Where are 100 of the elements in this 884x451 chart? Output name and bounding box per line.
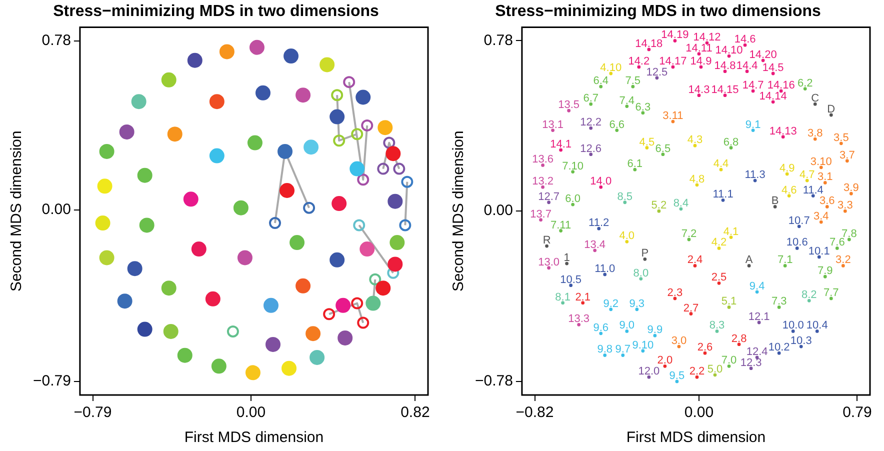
annotation: 13.5 xyxy=(558,99,580,112)
x-tick-label: 0.82 xyxy=(400,404,430,422)
annotation: 11.1 xyxy=(712,188,734,201)
annotation: 2.8 xyxy=(731,332,747,345)
annotation: 6.4 xyxy=(593,75,609,88)
annotation: 6.6 xyxy=(609,118,625,131)
annotation: 12.5 xyxy=(646,66,668,78)
y-tick-label: 0.78 xyxy=(484,32,513,49)
annotation: 10.2 xyxy=(768,342,790,354)
annotation: 11.2 xyxy=(588,217,610,230)
annotation: 14.8 xyxy=(714,60,736,72)
x-tick-label: −0.79 xyxy=(74,404,112,422)
annotation: 2.6 xyxy=(697,342,713,354)
annotation: 10.5 xyxy=(560,274,582,286)
annotation: 4.9 xyxy=(779,162,795,174)
annotation: 9.8 xyxy=(597,344,613,356)
annotation: 14.10 xyxy=(715,44,743,57)
annotation: 3.9 xyxy=(844,182,859,194)
annotation: 7.4 xyxy=(619,94,635,107)
annotation: 12.2 xyxy=(580,116,602,129)
annotation: 5.1 xyxy=(721,296,737,308)
annotation: 2.5 xyxy=(711,272,727,284)
annotation: 14.7 xyxy=(742,79,764,92)
annotation: 3.11 xyxy=(662,110,684,122)
annotation: 7.3 xyxy=(771,296,787,308)
annotation: 13.2 xyxy=(532,176,554,188)
annotation: 11.4 xyxy=(802,184,824,196)
annotation: 10.4 xyxy=(806,320,828,332)
annotation: 9.4 xyxy=(749,280,765,292)
x-tick-label: 0.79 xyxy=(842,404,872,422)
annotation: 9.7 xyxy=(615,344,631,356)
annotation: 4.5 xyxy=(639,136,655,148)
annotation: 6.8 xyxy=(723,136,739,148)
annotation: 10.1 xyxy=(808,245,830,258)
annotation: 4.3 xyxy=(687,134,703,146)
annotation: 6.7 xyxy=(583,92,598,105)
annotation: 14.19 xyxy=(661,29,689,42)
annotation: 3.1 xyxy=(817,171,833,184)
annotation: 7.1 xyxy=(777,254,793,266)
annotation: 3.6 xyxy=(819,195,835,208)
annotation: 3.0 xyxy=(671,335,687,348)
annotation: 14.4 xyxy=(736,60,758,72)
annotation: 9.0 xyxy=(619,320,635,332)
annotation: 13.6 xyxy=(532,154,554,166)
annotation: 3.8 xyxy=(807,128,823,140)
annotation: 3.2 xyxy=(836,254,851,266)
annotation: 13.1 xyxy=(542,118,564,131)
annotation: 3.5 xyxy=(834,132,849,144)
annotation: 11.0 xyxy=(594,262,616,275)
annotation: 9.6 xyxy=(593,322,609,334)
annotation: 7.10 xyxy=(562,160,584,172)
annotation: 13.4 xyxy=(584,238,606,251)
y-tick-label: 0.00 xyxy=(484,202,513,220)
annotation: 14.13 xyxy=(769,125,797,138)
annotation: 10.0 xyxy=(782,320,804,332)
annotation: 10.6 xyxy=(786,236,808,249)
y-tick-label: −0.78 xyxy=(474,372,513,390)
annotation: 8.1 xyxy=(555,291,570,304)
annotation: 14.18 xyxy=(635,38,663,50)
annotation: 4.10 xyxy=(600,62,622,74)
annotation: 14.1 xyxy=(550,138,572,150)
annotation: 12.7 xyxy=(538,190,560,203)
annotation: B xyxy=(771,195,779,208)
annotation: 14.15 xyxy=(711,84,739,96)
annotation: 2.4 xyxy=(687,254,703,266)
annotation: 4.7 xyxy=(799,169,815,182)
annotation: 8.5 xyxy=(617,190,633,203)
annotation: 14.17 xyxy=(659,55,687,68)
annotation: 7.2 xyxy=(681,228,697,240)
annotation: 14.5 xyxy=(762,62,784,74)
y-axis-title: Second MDS dimension xyxy=(450,130,468,292)
annotation: 8.0 xyxy=(633,267,649,280)
annotation: 1 xyxy=(564,252,570,264)
y-tick-label: 0.00 xyxy=(42,201,71,218)
annotation: 7.7 xyxy=(824,286,839,299)
annotation: 14.11 xyxy=(686,42,712,54)
annotation: 13.0 xyxy=(538,256,560,268)
annotation: 2.0 xyxy=(657,354,673,367)
annotation: 14.20 xyxy=(749,48,777,61)
annotation: 14.9 xyxy=(690,55,712,68)
annotation: D xyxy=(827,104,836,116)
y-tick-label: −0.79 xyxy=(32,372,71,390)
annotation: 5.2 xyxy=(651,200,667,212)
annotation: 9.1 xyxy=(745,118,761,131)
annotation: A xyxy=(745,254,754,266)
y-tick-label: 0.78 xyxy=(42,32,71,50)
annotation: 10.3 xyxy=(790,335,812,348)
annotation: 2.7 xyxy=(683,302,699,314)
annotation: 3.7 xyxy=(840,149,855,162)
annotation: 14.6 xyxy=(734,34,756,46)
annotation: 8.2 xyxy=(801,289,817,302)
annotation: 13.3 xyxy=(568,313,590,326)
annotation: 3.10 xyxy=(810,156,832,168)
annotation: 3.4 xyxy=(813,210,829,223)
annotation: 12.3 xyxy=(740,356,762,369)
annotation: 3.3 xyxy=(838,200,853,212)
annotation: 12.6 xyxy=(580,142,602,155)
annotation: 7.11 xyxy=(550,219,572,232)
x-tick-label: 0.00 xyxy=(236,404,266,422)
annotation: 4.2 xyxy=(711,236,727,249)
